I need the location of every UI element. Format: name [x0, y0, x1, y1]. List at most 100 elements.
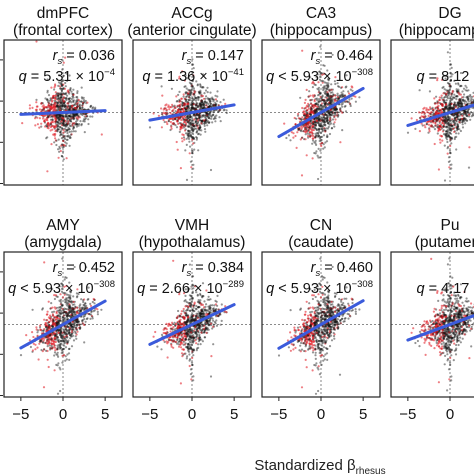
point-black	[201, 101, 204, 104]
point-black	[198, 92, 201, 95]
point-black	[56, 336, 59, 339]
point-red	[333, 115, 336, 118]
point-black	[201, 315, 204, 318]
point-black	[450, 137, 454, 140]
point-red	[48, 338, 51, 341]
point-black	[194, 120, 197, 124]
point-black	[192, 128, 195, 131]
point-black	[71, 309, 74, 312]
point-black	[200, 103, 203, 106]
point-black	[206, 318, 209, 321]
point-red	[306, 105, 309, 108]
point-black	[187, 125, 190, 128]
point-black	[63, 134, 66, 138]
point-black	[186, 133, 189, 136]
point-black	[317, 101, 320, 104]
point-black	[68, 331, 71, 334]
point-black	[69, 100, 72, 103]
point-black	[57, 118, 60, 122]
point-black	[199, 313, 202, 316]
point-black	[55, 353, 58, 356]
point-black	[443, 109, 446, 112]
point-black	[210, 110, 213, 113]
point-black	[455, 127, 459, 130]
point-black	[81, 102, 85, 105]
point-red	[46, 349, 49, 353]
point-red	[78, 326, 81, 329]
point-black	[334, 108, 337, 111]
point-black	[324, 113, 328, 116]
point-black	[67, 347, 71, 351]
point-black	[326, 134, 329, 137]
point-black	[183, 300, 186, 303]
point-red	[328, 89, 331, 92]
point-black	[72, 334, 75, 337]
point-black	[205, 101, 208, 104]
point-black	[79, 107, 82, 111]
point-red	[182, 93, 185, 96]
q-stat: q = 5.31 × 10−4	[19, 67, 115, 85]
point-red	[309, 111, 312, 114]
point-red	[36, 105, 39, 108]
point-black	[192, 349, 196, 352]
point-black	[445, 96, 448, 99]
point-red	[54, 307, 57, 310]
point-black	[208, 97, 211, 101]
point-red	[298, 126, 301, 129]
point-red	[178, 117, 181, 120]
point-black	[457, 105, 460, 108]
point-red	[67, 91, 70, 94]
point-black	[449, 85, 452, 88]
point-black	[323, 85, 326, 88]
point-red	[56, 317, 59, 320]
point-black	[450, 163, 453, 166]
point-red	[32, 335, 35, 339]
point-black	[316, 107, 319, 110]
point-black	[200, 119, 203, 122]
point-black	[100, 308, 103, 311]
point-red	[449, 138, 452, 141]
point-black	[72, 328, 75, 331]
point-black	[343, 94, 346, 97]
point-red	[202, 97, 206, 100]
point-black	[295, 117, 298, 120]
point-black	[190, 318, 193, 321]
point-black	[327, 111, 330, 115]
point-red	[458, 93, 461, 96]
point-black	[191, 85, 194, 88]
point-black	[49, 334, 52, 337]
point-black	[326, 84, 329, 87]
point-black	[166, 112, 169, 115]
point-red	[297, 117, 300, 120]
point-black	[209, 168, 213, 172]
point-black	[79, 327, 82, 330]
point-black	[69, 337, 72, 340]
point-black	[188, 114, 191, 117]
point-black	[326, 117, 329, 120]
point-black	[451, 119, 454, 122]
point-black	[445, 118, 448, 121]
point-black	[190, 347, 193, 351]
point-black	[56, 103, 59, 107]
point-red	[212, 309, 215, 312]
point-black	[195, 113, 198, 116]
point-black	[59, 96, 63, 99]
point-black	[461, 90, 464, 93]
point-black	[54, 100, 57, 103]
point-black	[58, 147, 62, 150]
point-red	[174, 106, 177, 109]
point-red	[186, 102, 190, 105]
point-red	[311, 82, 314, 85]
point-black	[70, 325, 73, 328]
point-black	[449, 128, 452, 131]
point-black	[56, 347, 59, 350]
point-red	[423, 116, 426, 119]
point-red	[334, 94, 337, 97]
point-black	[205, 112, 209, 115]
point-black	[201, 119, 204, 123]
point-black	[68, 130, 71, 133]
point-black	[445, 106, 448, 110]
point-black	[449, 104, 452, 107]
point-black	[191, 340, 194, 343]
point-black	[60, 101, 63, 104]
